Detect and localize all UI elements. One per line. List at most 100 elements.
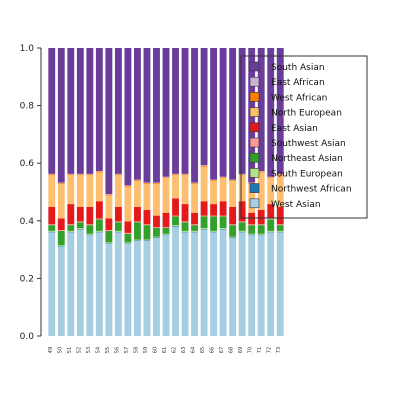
bar-segment [248, 235, 256, 336]
x-tick-label: 50 [57, 347, 63, 353]
bar-segment [238, 222, 246, 231]
bar-segment [143, 209, 151, 225]
bar-segment [200, 216, 208, 228]
bar-segment [114, 222, 122, 231]
bar-segment [229, 181, 237, 207]
x-tick-label: 63 [181, 347, 187, 353]
bar-segment [143, 224, 151, 226]
bar-segment [67, 48, 75, 174]
bar-segment [134, 180, 141, 182]
bar-segment [248, 225, 256, 234]
x-tick-label: 59 [143, 347, 149, 353]
bar-segment [162, 228, 170, 234]
bar-segment [76, 222, 84, 228]
bar-segment [191, 212, 198, 225]
bar-segment [219, 228, 227, 230]
y-tick-label: 0.0 [20, 332, 35, 342]
legend-label: South European [271, 169, 343, 179]
bar-segment [238, 232, 246, 336]
legend-swatch [249, 107, 260, 117]
bar-segment [124, 221, 132, 233]
bar-segment [257, 225, 265, 234]
bar-segment [276, 231, 284, 233]
bar-segment [210, 230, 218, 232]
bar-segment [57, 246, 65, 336]
bar-segment [181, 175, 189, 205]
bar-segment [257, 233, 265, 235]
bar-segment [162, 235, 170, 336]
bar-segment [57, 182, 65, 184]
bar-segment [143, 182, 151, 184]
bar-segment [134, 240, 141, 241]
bar-segment [67, 204, 75, 225]
bar-segment [124, 186, 132, 222]
bar-segment [267, 230, 275, 232]
x-tick-label: 73 [276, 347, 282, 353]
bar-segment [105, 195, 113, 219]
bar-segment [114, 173, 122, 175]
bar-segment [229, 225, 237, 237]
bar-segment [238, 230, 246, 232]
bar-segment [229, 206, 237, 225]
bar-segment [191, 48, 198, 183]
bar-segment [191, 225, 198, 231]
bar-segment [219, 215, 227, 217]
bar-segment [124, 233, 132, 243]
bar-segment [276, 224, 284, 226]
bar-segment [229, 48, 237, 180]
bar-segment [95, 230, 103, 232]
bar-segment [134, 222, 141, 240]
bar-segment [153, 237, 160, 239]
legend-label: Southwest Asian [271, 139, 346, 149]
bar-segment [191, 230, 198, 232]
bar-segment [86, 206, 94, 225]
bar-segment [276, 173, 284, 175]
bar-segment [181, 230, 189, 232]
x-tick-label: 72 [267, 347, 273, 353]
bar-segment [48, 206, 56, 225]
bar-segment [229, 236, 237, 238]
bar-segment [134, 179, 141, 181]
bar-segment [86, 224, 94, 226]
bar-segment [67, 230, 75, 232]
bar-segment [200, 166, 208, 202]
bar-segment [57, 230, 65, 231]
bar-segment [143, 48, 151, 183]
bar-segment [114, 206, 122, 222]
bar-segment [257, 170, 265, 172]
bar-segment [219, 178, 227, 202]
bar-segment [276, 230, 284, 232]
bar-segment [95, 170, 103, 172]
bar-segment [86, 48, 94, 174]
bar-segment [276, 232, 284, 336]
bar-segment [48, 175, 56, 207]
bar-segment [172, 226, 179, 336]
bar-segment [114, 231, 122, 233]
bar-segment [95, 232, 103, 336]
bar-segment [238, 231, 246, 233]
bar-segment [67, 232, 75, 336]
bar-segment [276, 174, 284, 176]
bar-segment [219, 201, 227, 216]
bar-segment [114, 221, 122, 223]
bar-segment [143, 225, 151, 240]
bar-segment [105, 242, 113, 244]
bar-segment [238, 175, 246, 202]
bar-segment [48, 231, 56, 233]
bar-segment [105, 230, 113, 243]
bar-segment [181, 221, 189, 223]
bar-segment [172, 173, 179, 175]
bar-segment [153, 215, 160, 228]
bar-segment [57, 230, 65, 246]
y-tick-label: 0.2 [20, 274, 34, 284]
x-tick-label: 61 [162, 347, 168, 353]
bar-segment [210, 204, 218, 216]
bar-segment [181, 231, 189, 233]
bar-segment [86, 225, 94, 234]
bar-segment [162, 48, 170, 177]
legend-swatch [249, 92, 260, 102]
bar-segment [172, 198, 179, 216]
bar-segment [105, 194, 113, 195]
bar-segment [248, 233, 256, 235]
